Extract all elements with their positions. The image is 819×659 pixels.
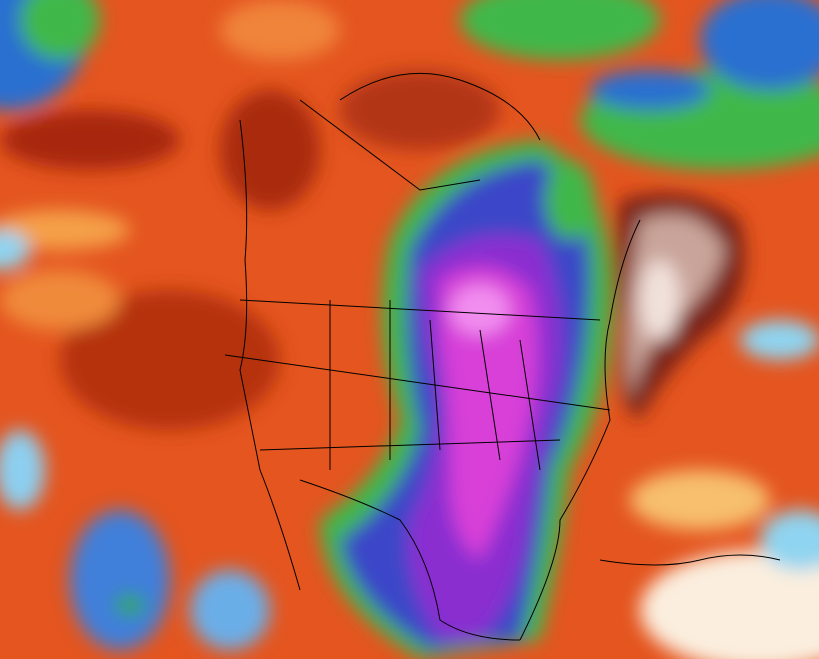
arctic-coast	[339, 72, 541, 141]
cuba	[599, 554, 781, 566]
canada-line	[299, 99, 481, 191]
state-lines	[329, 300, 541, 471]
boundaries	[224, 72, 781, 641]
west-coast	[239, 119, 301, 591]
state-line	[259, 439, 561, 451]
gulf-coast	[299, 479, 521, 641]
east-coast	[519, 219, 641, 641]
state-line	[224, 354, 611, 411]
border-49th	[239, 299, 601, 321]
